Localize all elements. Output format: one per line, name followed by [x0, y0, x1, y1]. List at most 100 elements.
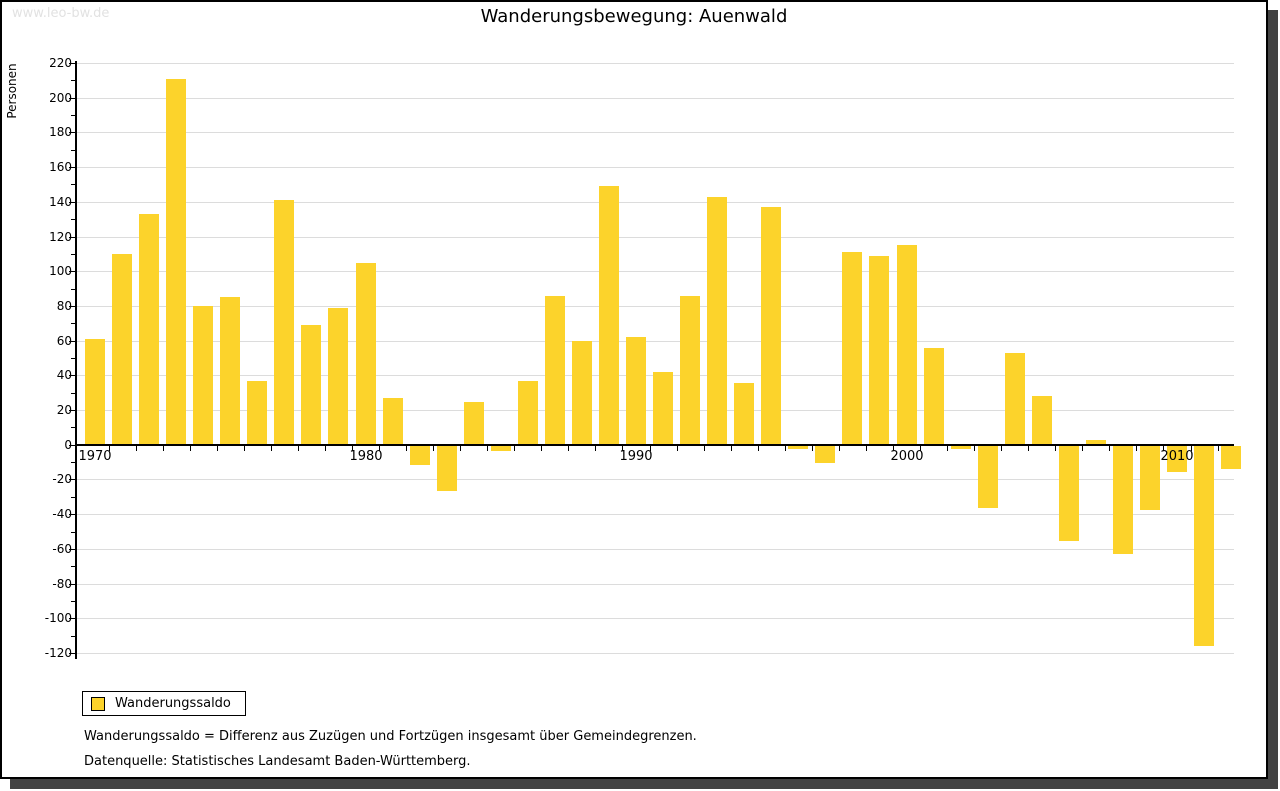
x-tick [460, 446, 461, 451]
y-tick [71, 636, 75, 637]
y-tick [69, 479, 75, 480]
bar-1971 [112, 254, 132, 445]
gridline [77, 271, 1234, 272]
y-tick-label--120: -120 [44, 646, 72, 660]
bar-1996 [788, 446, 808, 449]
x-tick [271, 446, 272, 451]
bar-2000 [897, 245, 917, 445]
x-tick [812, 446, 813, 451]
y-tick [69, 341, 75, 342]
y-tick [71, 532, 75, 533]
bar-1997 [815, 446, 835, 463]
bar-1979 [328, 308, 348, 445]
bar-1988 [572, 341, 592, 445]
bar-1975 [220, 297, 240, 445]
y-tick-label-220: 220 [49, 56, 72, 70]
y-tick [69, 202, 75, 203]
bar-1983 [437, 446, 457, 491]
y-tick-label-40: 40 [56, 368, 72, 382]
gridline [77, 584, 1234, 585]
gridline [77, 341, 1234, 342]
y-tick-label--20: -20 [52, 472, 72, 486]
x-tick [1191, 446, 1192, 451]
gridline [77, 237, 1234, 238]
x-tick [1136, 446, 1137, 451]
y-tick [69, 237, 75, 238]
bar-1985 [491, 446, 511, 451]
x-tick [325, 446, 326, 451]
y-tick-label-200: 200 [49, 91, 72, 105]
x-tick [568, 446, 569, 451]
y-tick-label-60: 60 [56, 334, 72, 348]
bar-2009 [1140, 446, 1160, 510]
chart-canvas: www.leo-bw.de Wanderungsbewegung: Auenwa… [0, 0, 1268, 779]
y-axis-label: Personen [5, 63, 19, 119]
y-axis-line [75, 61, 77, 659]
gridline [77, 514, 1234, 515]
footnote-definition: Wanderungssaldo = Differenz aus Zuzügen … [84, 729, 697, 744]
gridline [77, 479, 1234, 480]
x-tick [893, 446, 894, 451]
y-tick [69, 618, 75, 619]
x-tick [1218, 446, 1219, 451]
y-tick-label-20: 20 [56, 403, 72, 417]
bar-1998 [842, 252, 862, 445]
y-tick [71, 497, 75, 498]
x-tick-label-1970: 1970 [78, 449, 112, 464]
bar-1999 [869, 256, 889, 445]
watermark: www.leo-bw.de [12, 6, 110, 21]
x-tick-label-2010: 2010 [1160, 449, 1194, 464]
gridline [77, 132, 1234, 133]
bar-1980 [356, 263, 376, 445]
x-tick [758, 446, 759, 451]
x-tick [1001, 446, 1002, 451]
x-tick [1082, 446, 1083, 451]
gridline [77, 653, 1234, 654]
bar-1981 [383, 398, 403, 445]
gridline [77, 618, 1234, 619]
y-tick-label-100: 100 [49, 264, 72, 278]
bar-2012 [1221, 446, 1241, 469]
bar-2006 [1059, 446, 1079, 541]
x-tick [974, 446, 975, 451]
y-tick-label-120: 120 [49, 230, 72, 244]
bar-1978 [301, 325, 321, 445]
y-tick [71, 254, 75, 255]
bar-1993 [707, 197, 727, 445]
bar-1970 [85, 339, 105, 445]
x-tick [136, 446, 137, 451]
y-tick [71, 150, 75, 151]
x-tick [1028, 446, 1029, 451]
bar-2001 [924, 348, 944, 445]
x-tick [677, 446, 678, 451]
y-tick [69, 98, 75, 99]
legend-label: Wanderungssaldo [115, 696, 231, 711]
plot-area: 1970 1980 1990 2000 2010 [69, 61, 1241, 659]
y-tick-label--60: -60 [52, 542, 72, 556]
legend-swatch-icon [91, 696, 105, 711]
bar-1974 [193, 306, 213, 445]
x-tick-label-1990: 1990 [619, 449, 653, 464]
x-tick [217, 446, 218, 451]
x-tick-label-2000: 2000 [890, 449, 924, 464]
x-tick [298, 446, 299, 451]
y-tick [69, 271, 75, 272]
x-tick [514, 446, 515, 451]
x-tick [866, 446, 867, 451]
x-tick [1055, 446, 1056, 451]
x-tick [541, 446, 542, 451]
gridline [77, 98, 1234, 99]
y-tick [71, 462, 75, 463]
y-tick [69, 549, 75, 550]
legend-box: Wanderungssaldo [82, 691, 246, 716]
x-tick [109, 446, 110, 451]
y-tick [69, 410, 75, 411]
x-tick [731, 446, 732, 451]
bar-1973 [166, 79, 186, 445]
x-tick [595, 446, 596, 451]
gridline [77, 549, 1234, 550]
bar-2008 [1113, 446, 1133, 554]
y-tick [71, 601, 75, 602]
bar-2007 [1086, 440, 1106, 445]
